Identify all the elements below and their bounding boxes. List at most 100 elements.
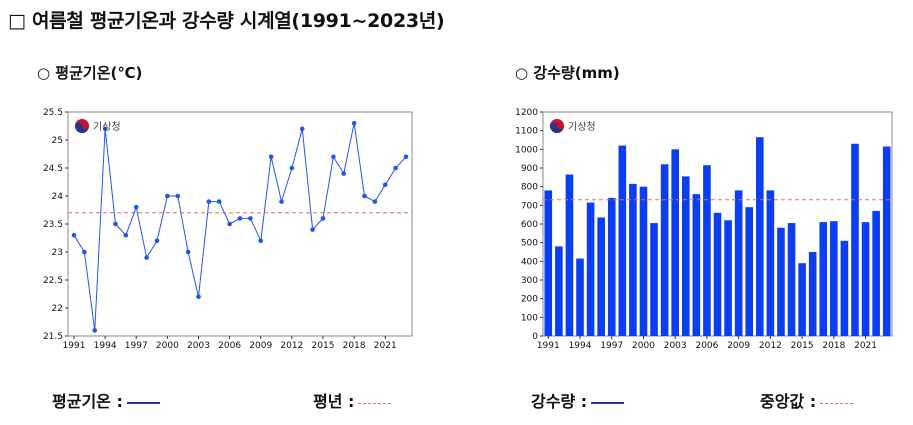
precipitation-chart-subtitle: ○ 강수량(mm) [515, 64, 620, 82]
y-tick-label: 900 [521, 164, 538, 174]
temperature-chart-subtitle: ○ 평균기온(℃) [37, 64, 143, 82]
precip-bar [650, 223, 658, 336]
temperature-point [92, 328, 98, 333]
y-tick-label: 200 [521, 295, 538, 305]
temperature-point [403, 154, 409, 160]
x-tick-label: 2021 [374, 341, 397, 351]
precip-bar [671, 149, 680, 336]
precip-bar [808, 252, 817, 336]
y-tick-label: 25.5 [43, 108, 63, 118]
page-title: □ 여름철 평균기온과 강수량 시계열(1991~2023년) [8, 10, 445, 32]
precip-bar [692, 194, 701, 336]
y-tick-label: 21.5 [43, 332, 63, 342]
precip-bar [819, 222, 828, 336]
legend-normal: 평년 : [313, 388, 392, 412]
y-tick-label: 700 [521, 201, 538, 211]
temperature-point [351, 120, 357, 126]
precip-bar [607, 197, 616, 336]
precip-bar [734, 190, 743, 336]
kma-logo-emblem-lower [550, 122, 564, 133]
legend-median-swatch [820, 402, 854, 404]
precip-bar [681, 176, 690, 336]
temperature-point [372, 199, 378, 204]
temperature-point [113, 221, 118, 227]
y-tick-label: 22.5 [43, 276, 63, 286]
precip-bar [576, 258, 584, 336]
kma-logo: 기상청 [550, 119, 596, 133]
precip-bar [830, 221, 838, 336]
temperature-point [320, 216, 326, 221]
x-tick-label: 2015 [791, 341, 814, 351]
precip-bar [713, 212, 722, 336]
precip-bar [872, 210, 880, 336]
x-tick-label: 1994 [569, 341, 592, 351]
y-tick-label: 300 [521, 276, 538, 286]
x-tick-label: 2003 [664, 341, 687, 351]
precip-bar [840, 240, 849, 336]
x-tick-label: 1994 [94, 341, 117, 351]
temperature-point [248, 216, 253, 221]
x-tick-label: 2006 [218, 341, 241, 351]
kma-logo-text: 기상청 [93, 121, 121, 133]
legend-precipitation: 강수량 : [531, 388, 625, 412]
temperature-point [362, 193, 367, 199]
x-tick-label: 2009 [249, 341, 272, 351]
temperature-point [175, 193, 181, 199]
temperature-point [299, 126, 305, 132]
precip-bar [861, 222, 870, 336]
plot-area [67, 111, 413, 337]
legend-median: 중앙값 : [760, 388, 854, 412]
y-tick-label: 600 [521, 220, 538, 230]
temperature-point [341, 171, 347, 176]
legend-temperature: 평균기온 : [52, 388, 160, 412]
temperature-point [102, 126, 108, 132]
precip-bar [745, 207, 754, 336]
x-tick-label: 2021 [854, 341, 877, 351]
legend-temperature-label: 평균기온 : [52, 392, 123, 411]
precip-bar [618, 145, 627, 336]
y-tick-label: 400 [521, 257, 538, 267]
temperature-point [258, 238, 264, 244]
x-tick-label: 2018 [343, 341, 366, 351]
precip-bar [660, 164, 669, 336]
precip-bar [851, 143, 859, 336]
temperature-point [144, 255, 149, 260]
temperature-point [279, 199, 284, 204]
temperature-point [310, 227, 315, 232]
precip-bar [629, 183, 637, 336]
kma-logo: 기상청 [75, 119, 121, 133]
y-tick-label: 23 [52, 248, 63, 258]
precip-bar [565, 174, 574, 336]
precip-bar [777, 227, 785, 336]
precip-bar [555, 246, 563, 336]
legend-normal-swatch [358, 402, 392, 404]
precip-bar [544, 190, 553, 336]
temperature-point [227, 221, 232, 227]
temperature-point [133, 204, 139, 210]
x-tick-label: 2012 [280, 341, 303, 351]
precip-bar [639, 186, 648, 336]
precip-bar [703, 165, 711, 336]
y-tick-label: 23.5 [43, 220, 63, 230]
x-tick-label: 1997 [125, 341, 148, 351]
precip-bar [787, 223, 796, 336]
y-tick-label: 24 [52, 192, 64, 202]
temperature-point [331, 154, 336, 160]
x-tick-label: 2000 [632, 341, 655, 351]
y-tick-label: 100 [521, 313, 538, 323]
temperature-point [289, 165, 295, 171]
temperature-point [123, 232, 129, 238]
temperature-point [71, 232, 77, 238]
temperature-point [82, 249, 87, 255]
temperature-point [382, 182, 388, 188]
precip-bar [798, 263, 806, 336]
y-tick-label: 800 [521, 183, 538, 193]
y-tick-label: 500 [521, 239, 538, 249]
x-tick-label: 1991 [537, 341, 560, 351]
precip-bar [586, 202, 595, 336]
temperature-point [206, 199, 212, 204]
x-tick-label: 2012 [759, 341, 782, 351]
precip-bar [755, 137, 764, 336]
y-tick-label: 1000 [515, 145, 538, 155]
precipitation-bar-chart: 0 100 200 300 400 500 600 700 800 900 1000 1100 1200… [515, 108, 893, 351]
